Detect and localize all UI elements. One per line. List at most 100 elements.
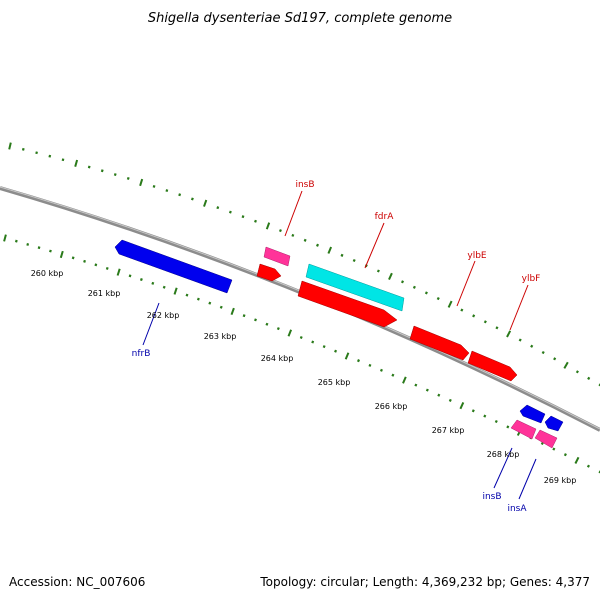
gene-arrow-insA-reverse[interactable]: [534, 429, 558, 449]
outer-ring-minor-tick: [541, 350, 545, 355]
outer-ring-major-tick: [265, 222, 271, 230]
outer-ring-minor-tick: [553, 357, 557, 361]
inner-ring-major-tick: [287, 329, 293, 337]
inner-ring-major-tick: [3, 234, 7, 242]
outer-ring-minor-tick: [100, 169, 104, 173]
inner-ring-minor-tick: [49, 249, 52, 253]
gene-label-insB-reverse[interactable]: insB: [482, 492, 501, 502]
tick-marks: [3, 142, 600, 474]
kbp-label: 268 kbp: [487, 450, 520, 459]
inner-ring-minor-tick: [494, 419, 498, 424]
inner-ring-minor-tick: [552, 447, 556, 451]
gene-label-ylbE[interactable]: ylbE: [467, 251, 487, 261]
leader-nfrB: [142, 302, 160, 346]
outer-ring-minor-tick: [228, 210, 232, 214]
outer-ring-minor-tick: [126, 176, 130, 180]
inner-ring-minor-tick: [208, 301, 212, 305]
accession-text: Accession: NC_007606: [9, 575, 145, 589]
outer-ring-minor-tick: [340, 253, 344, 257]
kbp-label: 267 kbp: [432, 426, 465, 435]
outer-ring-minor-tick: [278, 229, 282, 233]
outer-ring-major-tick: [327, 246, 333, 254]
leader-insB-forward: [284, 190, 303, 237]
outer-ring-minor-tick: [587, 376, 591, 380]
gene-arrow-blue-small-1[interactable]: [519, 404, 546, 424]
inner-ring-minor-tick: [586, 464, 590, 468]
outer-ring-minor-tick: [291, 233, 295, 237]
outer-ring-minor-tick: [575, 370, 579, 374]
gene-label-nfrB[interactable]: nfrB: [132, 349, 151, 359]
outer-ring-minor-tick: [303, 238, 307, 242]
inner-ring-minor-tick: [254, 318, 257, 322]
inner-ring-major-tick: [173, 287, 178, 295]
outer-ring-minor-tick: [436, 296, 440, 301]
kbp-label: 265 kbp: [318, 378, 351, 387]
gene-labels: insB fdrA ylbE ylbF nfrB insB insA: [132, 180, 541, 514]
outer-ring-minor-tick: [190, 197, 194, 201]
kbp-label: 264 kbp: [261, 354, 294, 363]
genome-backbone: [0, 186, 600, 432]
outer-ring-minor-tick: [376, 269, 380, 273]
map-title: Shigella dysenteriae Sd197, complete gen…: [148, 11, 452, 26]
inner-ring-minor-tick: [437, 393, 441, 397]
outer-ring-minor-tick: [35, 151, 38, 155]
inner-ring-minor-tick: [128, 274, 132, 278]
outer-ring-minor-tick: [216, 206, 220, 210]
outer-ring-minor-tick: [495, 326, 499, 330]
inner-ring-minor-tick: [242, 314, 246, 318]
outer-ring-minor-tick: [315, 243, 320, 247]
gene-arrow-insB-forward-top[interactable]: [263, 246, 291, 267]
inner-ring-minor-tick: [14, 239, 18, 243]
gene-label-fdrA[interactable]: fdrA: [375, 212, 395, 222]
inner-ring-minor-tick: [379, 368, 383, 372]
gene-label-ylbF[interactable]: ylbF: [522, 274, 541, 284]
outer-ring-minor-tick: [530, 344, 534, 348]
inner-ring-minor-tick: [483, 414, 487, 418]
outer-ring-major-tick: [74, 159, 79, 167]
gene-label-insA-reverse[interactable]: insA: [507, 504, 527, 514]
inner-ring-minor-tick: [425, 388, 429, 392]
gene-arrow-fdrA[interactable]: [305, 263, 405, 312]
inner-ring-major-tick: [230, 307, 235, 316]
outer-ring-minor-tick: [87, 165, 91, 169]
inner-ring-minor-tick: [563, 453, 567, 457]
leader-ylbF: [509, 284, 529, 331]
kbp-label: 260 kbp: [31, 269, 64, 278]
gene-label-insB-forward[interactable]: insB: [295, 180, 314, 190]
inner-ring-minor-tick: [391, 373, 395, 377]
leader-fdrA: [364, 222, 385, 269]
gene-arrow-nfrB[interactable]: [114, 239, 233, 294]
kbp-label: 269 kbp: [544, 476, 577, 485]
inner-ring-minor-tick: [139, 278, 143, 282]
inner-ring-major-tick: [344, 352, 350, 360]
gene-arrow-red-small[interactable]: [256, 263, 282, 282]
gene-arrow-ylbE[interactable]: [409, 325, 470, 361]
gene-arrow-ylbF[interactable]: [467, 350, 518, 382]
inner-ring-minor-tick: [196, 297, 200, 301]
inner-ring-minor-tick: [151, 281, 155, 285]
gene-arrow-insB-reverse[interactable]: [510, 419, 537, 440]
gene-arrow-blue-small-2[interactable]: [544, 415, 564, 432]
kbp-label: 266 kbp: [375, 402, 408, 411]
inner-ring-minor-tick: [71, 256, 75, 260]
gene-arrow-red-long[interactable]: [297, 280, 398, 328]
outer-ring-minor-tick: [113, 173, 117, 177]
kbp-scale-labels: 260 kbp 261 kbp 262 kbp 263 kbp 264 kbp …: [31, 269, 577, 485]
kbp-label: 263 kbp: [204, 332, 237, 341]
outer-ring-minor-tick: [48, 154, 52, 158]
outer-ring-minor-tick: [352, 258, 356, 263]
inner-ring-minor-tick: [299, 335, 303, 340]
inner-ring-minor-tick: [185, 293, 189, 297]
outer-ring-major-tick: [8, 142, 12, 150]
outer-ring-minor-tick: [412, 285, 416, 289]
inner-ring-minor-tick: [322, 345, 326, 349]
inner-ring-minor-tick: [414, 383, 418, 387]
inner-ring-minor-tick: [265, 322, 269, 326]
outer-ring-major-tick: [447, 300, 453, 308]
outer-ring-minor-tick: [165, 189, 169, 193]
outer-ring-minor-tick: [21, 147, 25, 151]
leader-insA-reverse: [518, 458, 537, 500]
inner-ring-minor-tick: [506, 425, 510, 429]
gene-features: [114, 239, 564, 449]
